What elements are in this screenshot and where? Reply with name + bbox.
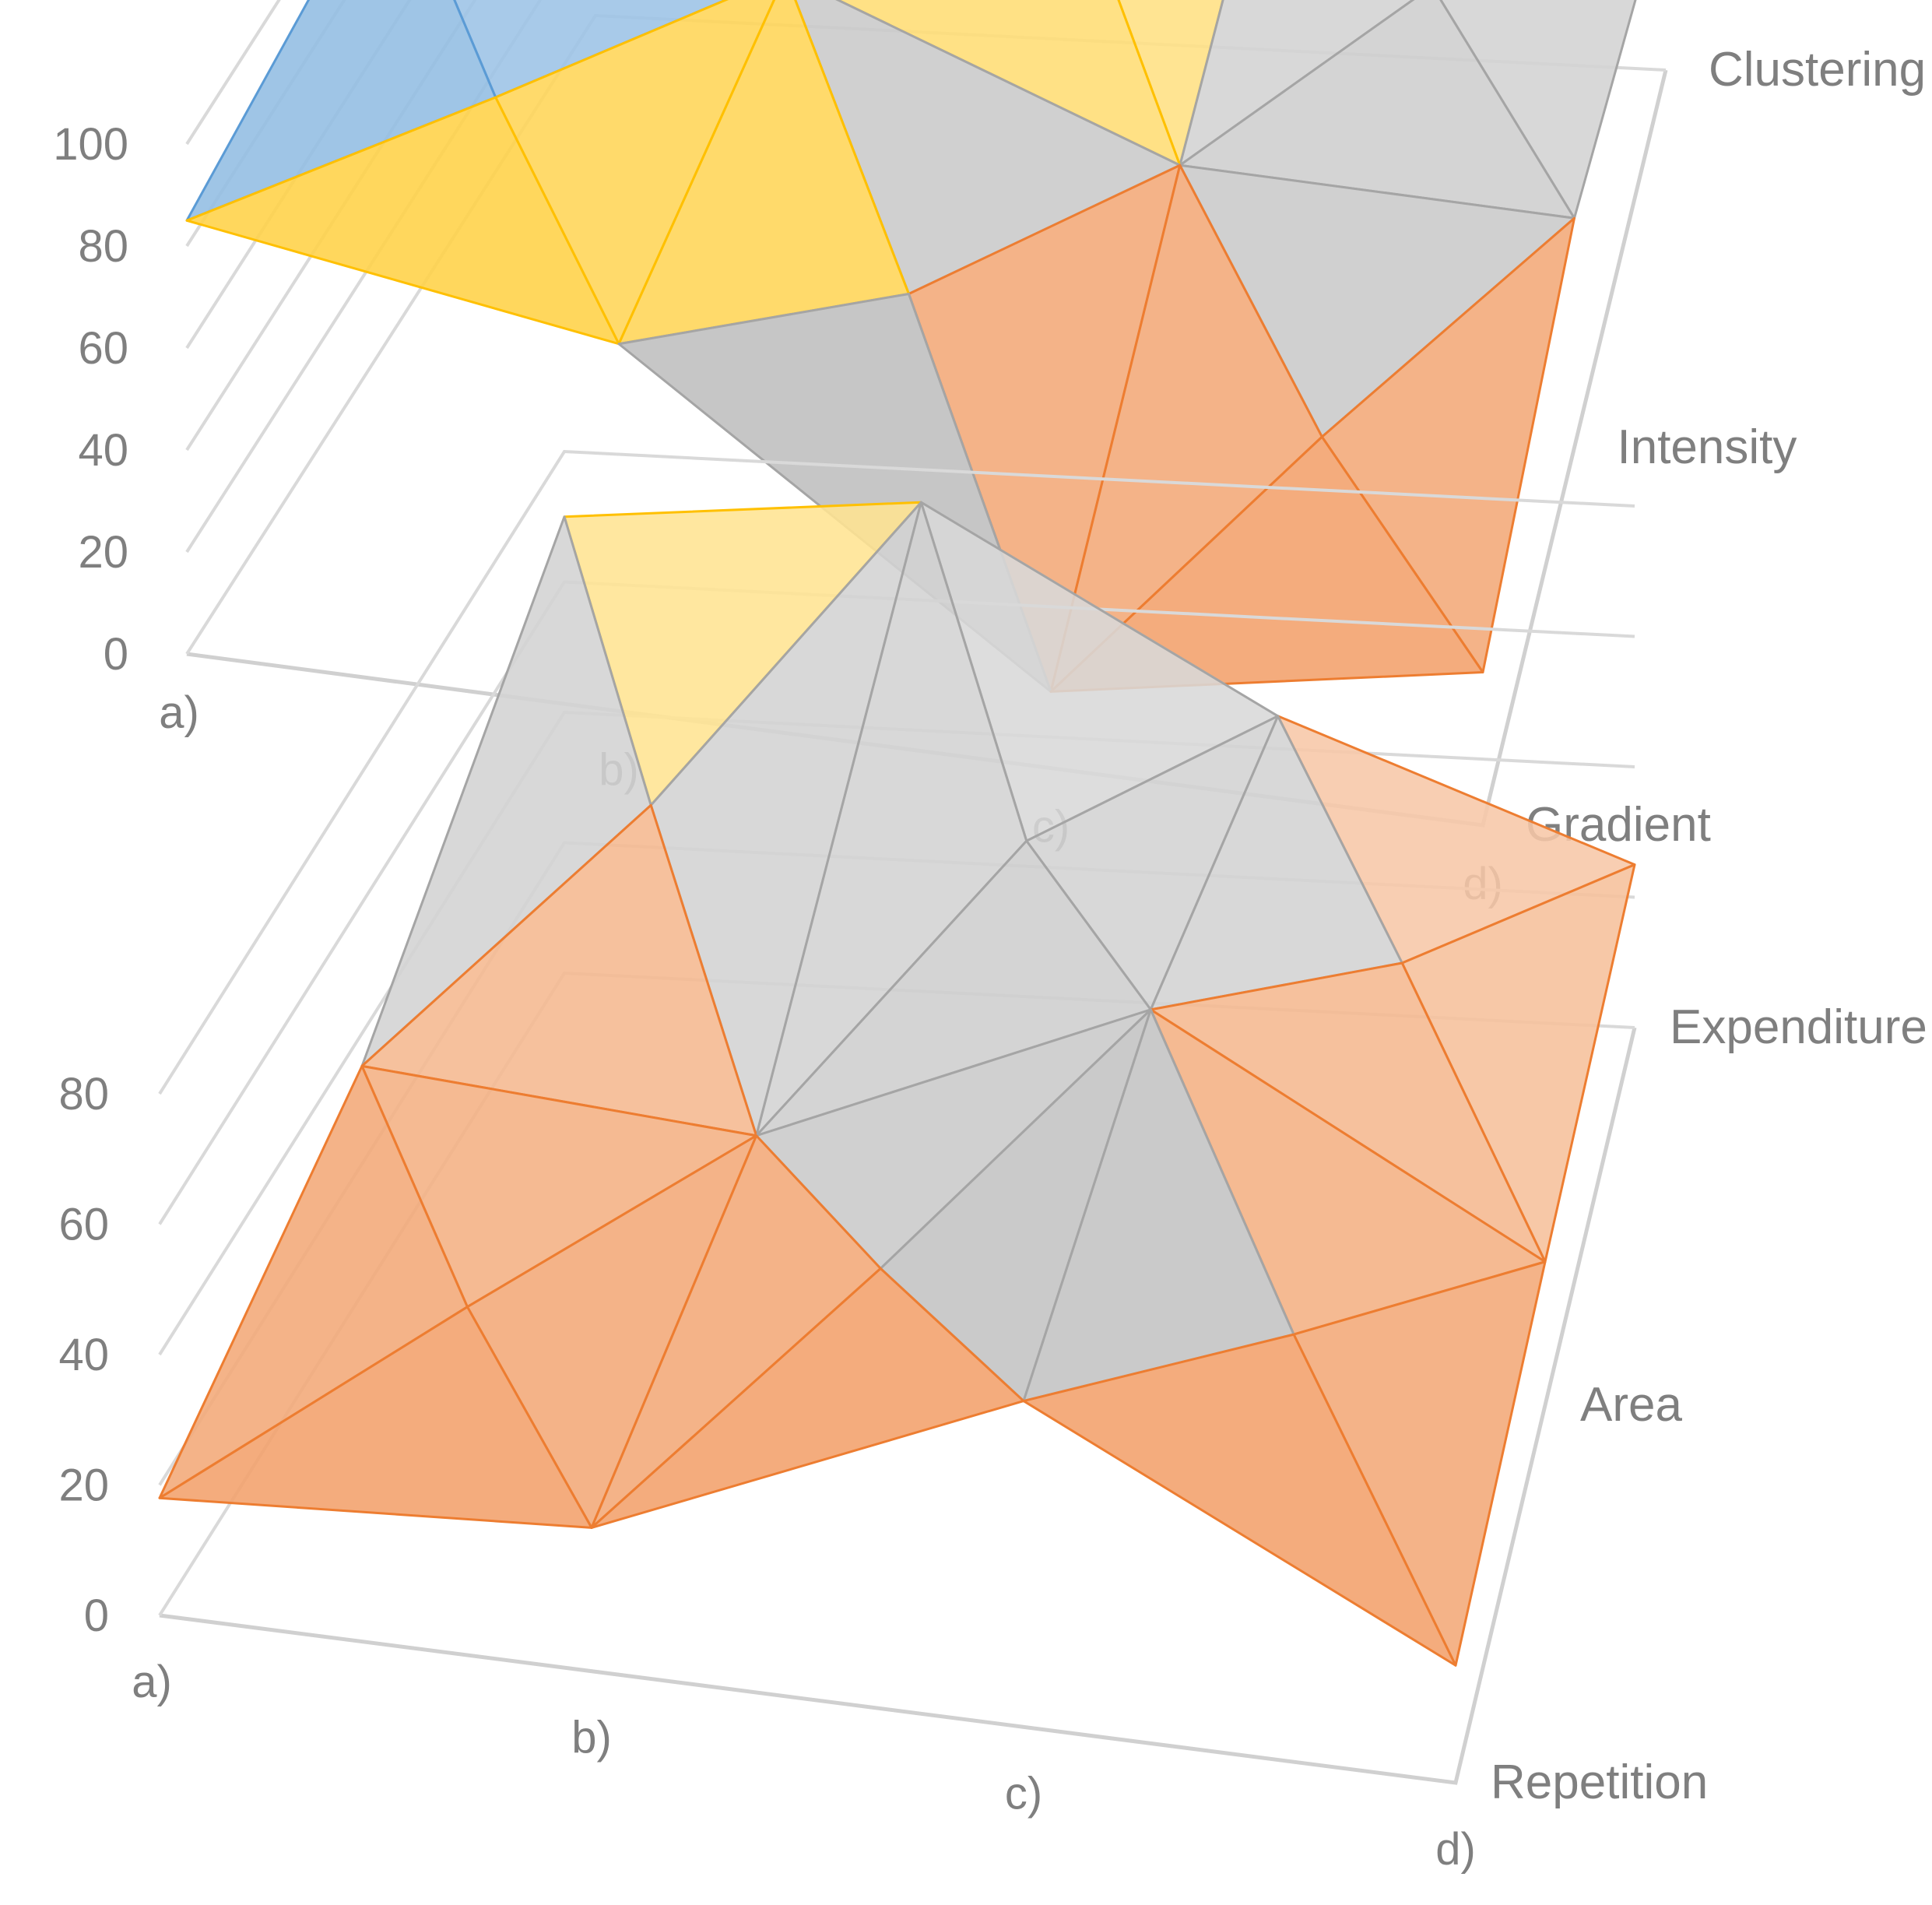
surface-facet [1049,435,1484,693]
z-tick-label: 40 [78,425,128,476]
surface-facet [1022,1333,1457,1667]
category-label: a) [132,1657,172,1707]
floor-axis-line [159,1027,1637,1785]
z-tick-label: 60 [78,323,128,374]
surface-facet [158,1306,593,1529]
category-label: c) [1005,1768,1042,1819]
category-label: a) [159,687,199,738]
surface-facet [185,96,620,346]
series-label: Clustering [1709,43,1926,97]
z-tick-label: 40 [58,1330,109,1380]
surface-chart-top: 020406080100a)b)c)d)GradientIntensityClu… [53,0,1926,909]
series-label: Intensity [1618,420,1797,474]
surface-facet [590,1267,1025,1529]
series-label: Area [1580,1378,1682,1432]
series-label: Expenditure [1670,1000,1927,1054]
gridline [158,449,1635,1095]
z-tick-label: 0 [84,1590,109,1641]
category-label: d) [1435,1824,1476,1875]
z-tick-label: 20 [78,527,128,578]
surface-facet [1117,0,1224,167]
z-tick-label: 60 [58,1200,109,1250]
surface-chart-bottom: 0 20 40 60 80 a) b) c) d) Repetition Area Expenditu… [58,449,1927,1875]
gridline [185,0,543,554]
z-tick-label: 80 [78,221,128,272]
z-tick-label: 20 [58,1460,109,1511]
z-tick-label: 80 [58,1069,109,1119]
z-tick-label: 0 [104,629,128,680]
z-tick-label: 100 [53,119,128,170]
series-label: Repetition [1491,1756,1708,1809]
category-label: b) [571,1713,612,1763]
